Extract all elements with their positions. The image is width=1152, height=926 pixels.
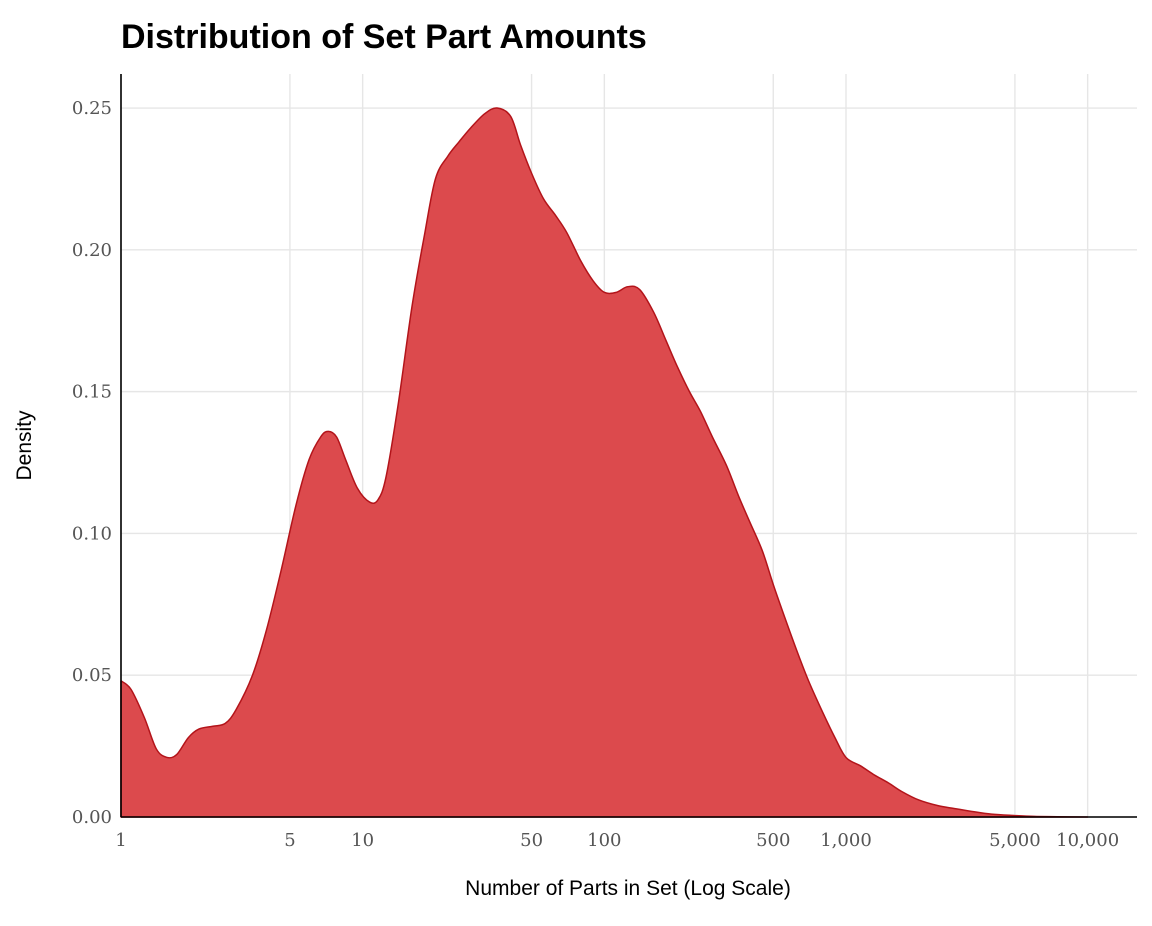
y-tick-labels: 0.00 0.05 0.10 0.15 0.20 0.25 <box>72 98 112 828</box>
y-tick-label: 0.25 <box>72 98 112 119</box>
chart-title: Distribution of Set Part Amounts <box>121 18 647 56</box>
y-tick-label: 0.15 <box>72 382 112 403</box>
x-tick-label: 500 <box>756 830 790 851</box>
y-tick-label: 0.05 <box>72 665 112 686</box>
x-tick-label: 100 <box>587 830 621 851</box>
y-axis-title: Density <box>13 410 36 481</box>
y-tick-label: 0.00 <box>72 807 112 828</box>
x-tick-label: 10,000 <box>1056 830 1119 851</box>
x-tick-label: 50 <box>520 830 543 851</box>
y-tick-label: 0.10 <box>72 523 112 544</box>
x-tick-label: 10 <box>351 830 374 851</box>
y-tick-label: 0.20 <box>72 240 112 261</box>
x-tick-labels: 1 5 10 50 100 500 1,000 5,000 10,000 <box>115 830 1119 851</box>
x-tick-label: 1,000 <box>820 830 872 851</box>
x-tick-label: 5 <box>284 830 295 851</box>
density-area <box>120 107 1089 818</box>
grid-lines <box>120 74 1137 818</box>
x-tick-label: 5,000 <box>989 830 1041 851</box>
x-tick-label: 1 <box>115 830 126 851</box>
x-axis-title: Number of Parts in Set (Log Scale) <box>465 877 791 900</box>
